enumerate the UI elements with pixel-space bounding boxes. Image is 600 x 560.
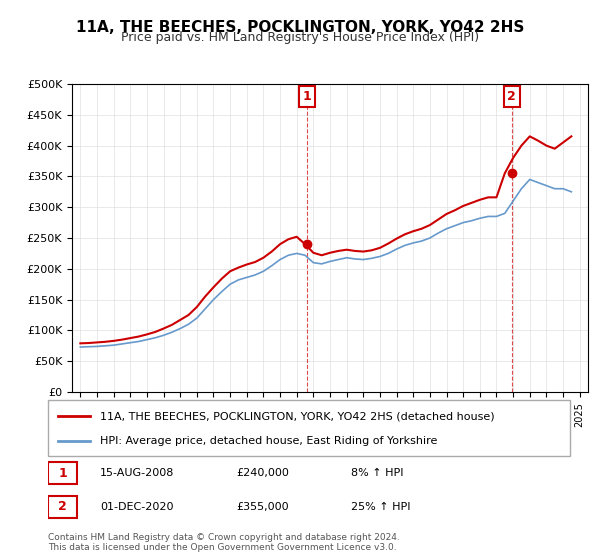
Text: 8% ↑ HPI: 8% ↑ HPI bbox=[351, 468, 403, 478]
Text: 1: 1 bbox=[302, 90, 311, 103]
Text: 15-AUG-2008: 15-AUG-2008 bbox=[100, 468, 175, 478]
Text: 11A, THE BEECHES, POCKLINGTON, YORK, YO42 2HS: 11A, THE BEECHES, POCKLINGTON, YORK, YO4… bbox=[76, 20, 524, 35]
Text: HPI: Average price, detached house, East Riding of Yorkshire: HPI: Average price, detached house, East… bbox=[100, 436, 437, 446]
Text: 11A, THE BEECHES, POCKLINGTON, YORK, YO42 2HS (detached house): 11A, THE BEECHES, POCKLINGTON, YORK, YO4… bbox=[100, 411, 495, 421]
Text: Price paid vs. HM Land Registry's House Price Index (HPI): Price paid vs. HM Land Registry's House … bbox=[121, 31, 479, 44]
FancyBboxPatch shape bbox=[48, 496, 77, 517]
Text: £240,000: £240,000 bbox=[236, 468, 289, 478]
Text: This data is licensed under the Open Government Government Licence v3.0.: This data is licensed under the Open Gov… bbox=[48, 543, 397, 552]
Text: 1: 1 bbox=[58, 466, 67, 479]
Text: £355,000: £355,000 bbox=[236, 502, 289, 512]
FancyBboxPatch shape bbox=[48, 463, 77, 484]
Text: 2: 2 bbox=[508, 90, 516, 103]
Text: Contains HM Land Registry data © Crown copyright and database right 2024.: Contains HM Land Registry data © Crown c… bbox=[48, 533, 400, 542]
FancyBboxPatch shape bbox=[48, 400, 570, 456]
Text: 2: 2 bbox=[58, 501, 67, 514]
Text: 01-DEC-2020: 01-DEC-2020 bbox=[100, 502, 174, 512]
Text: 25% ↑ HPI: 25% ↑ HPI bbox=[351, 502, 410, 512]
